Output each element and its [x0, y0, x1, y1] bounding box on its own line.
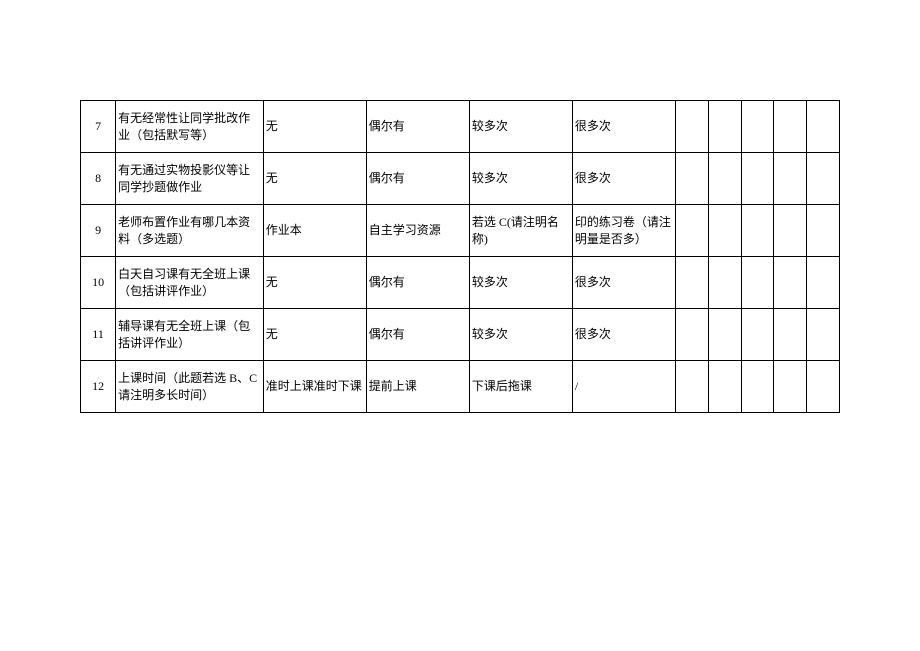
question-cell: 辅导课有无全班上课（包括讲评作业） — [116, 309, 264, 361]
blank-cell — [774, 153, 807, 205]
option-d-cell: 很多次 — [572, 257, 675, 309]
option-c-cell: 下课后拖课 — [469, 361, 572, 413]
blank-cell — [675, 361, 708, 413]
option-c-cell: 较多次 — [469, 257, 572, 309]
option-d-cell: 很多次 — [572, 309, 675, 361]
blank-cell — [741, 257, 774, 309]
question-cell: 上课时间（此题若选 B、C 请注明多长时间） — [116, 361, 264, 413]
option-b-cell: 提前上课 — [366, 361, 469, 413]
option-d-cell: 很多次 — [572, 101, 675, 153]
blank-cell — [807, 153, 840, 205]
blank-cell — [741, 153, 774, 205]
blank-cell — [741, 361, 774, 413]
option-c-cell: 若选 C(请注明名称) — [469, 205, 572, 257]
blank-cell — [708, 309, 741, 361]
blank-cell — [708, 205, 741, 257]
blank-cell — [774, 101, 807, 153]
option-a-cell: 无 — [263, 257, 366, 309]
option-c-cell: 较多次 — [469, 309, 572, 361]
row-number: 8 — [81, 153, 116, 205]
blank-cell — [807, 257, 840, 309]
table-row: 8有无通过实物投影仪等让同学抄题做作业无偶尔有较多次很多次 — [81, 153, 840, 205]
blank-cell — [708, 101, 741, 153]
option-a-cell: 无 — [263, 101, 366, 153]
question-cell: 白天自习课有无全班上课（包括讲评作业） — [116, 257, 264, 309]
option-d-cell: / — [572, 361, 675, 413]
option-a-cell: 作业本 — [263, 205, 366, 257]
blank-cell — [708, 153, 741, 205]
blank-cell — [774, 361, 807, 413]
blank-cell — [807, 361, 840, 413]
blank-cell — [741, 101, 774, 153]
blank-cell — [675, 309, 708, 361]
table-row: 10白天自习课有无全班上课（包括讲评作业）无偶尔有较多次很多次 — [81, 257, 840, 309]
row-number: 11 — [81, 309, 116, 361]
option-d-cell: 印的练习卷（请注明量是否多） — [572, 205, 675, 257]
blank-cell — [675, 153, 708, 205]
question-cell: 有无经常性让同学批改作业（包括默写等） — [116, 101, 264, 153]
option-b-cell: 自主学习资源 — [366, 205, 469, 257]
option-b-cell: 偶尔有 — [366, 101, 469, 153]
row-number: 9 — [81, 205, 116, 257]
blank-cell — [741, 205, 774, 257]
blank-cell — [774, 205, 807, 257]
survey-table: 7有无经常性让同学批改作业（包括默写等）无偶尔有较多次很多次8有无通过实物投影仪… — [80, 100, 840, 413]
blank-cell — [675, 257, 708, 309]
option-a-cell: 无 — [263, 309, 366, 361]
option-b-cell: 偶尔有 — [366, 257, 469, 309]
option-c-cell: 较多次 — [469, 101, 572, 153]
blank-cell — [774, 309, 807, 361]
blank-cell — [708, 257, 741, 309]
option-b-cell: 偶尔有 — [366, 309, 469, 361]
question-cell: 有无通过实物投影仪等让同学抄题做作业 — [116, 153, 264, 205]
row-number: 7 — [81, 101, 116, 153]
blank-cell — [774, 257, 807, 309]
option-b-cell: 偶尔有 — [366, 153, 469, 205]
blank-cell — [675, 205, 708, 257]
table-body: 7有无经常性让同学批改作业（包括默写等）无偶尔有较多次很多次8有无通过实物投影仪… — [81, 101, 840, 413]
blank-cell — [675, 101, 708, 153]
table-row: 9老师布置作业有哪几本资料（多选题）作业本自主学习资源若选 C(请注明名称)印的… — [81, 205, 840, 257]
option-d-cell: 很多次 — [572, 153, 675, 205]
blank-cell — [807, 309, 840, 361]
blank-cell — [708, 361, 741, 413]
table-row: 11辅导课有无全班上课（包括讲评作业）无偶尔有较多次很多次 — [81, 309, 840, 361]
option-a-cell: 无 — [263, 153, 366, 205]
table-row: 12上课时间（此题若选 B、C 请注明多长时间）准时上课准时下课提前上课下课后拖… — [81, 361, 840, 413]
option-c-cell: 较多次 — [469, 153, 572, 205]
option-a-cell: 准时上课准时下课 — [263, 361, 366, 413]
blank-cell — [741, 309, 774, 361]
blank-cell — [807, 101, 840, 153]
question-cell: 老师布置作业有哪几本资料（多选题） — [116, 205, 264, 257]
row-number: 10 — [81, 257, 116, 309]
blank-cell — [807, 205, 840, 257]
table-row: 7有无经常性让同学批改作业（包括默写等）无偶尔有较多次很多次 — [81, 101, 840, 153]
row-number: 12 — [81, 361, 116, 413]
